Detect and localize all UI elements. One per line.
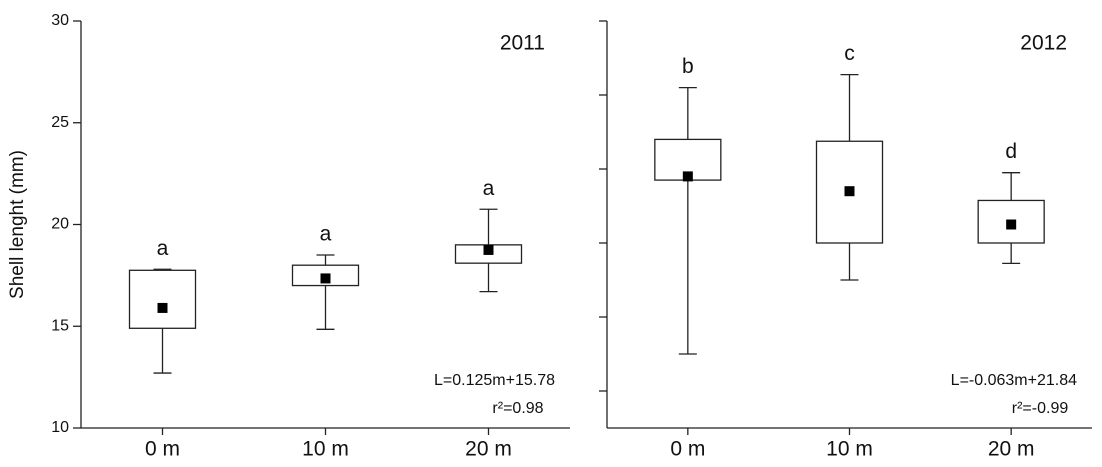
mean-marker [320,273,331,284]
mean-marker [844,186,855,197]
equation: L=0.125m+15.78 [434,372,555,389]
y-tick-label: 30 [51,12,69,29]
significance-letter: c [844,42,855,65]
y-tick-label: 10 [51,419,69,436]
x-tick-label: 0 m [145,438,180,461]
x-tick-label: 10 m [826,438,873,461]
panel-label: 2012 [1020,32,1067,55]
x-tick-label: 10 m [302,438,349,461]
significance-letter: b [682,55,694,78]
y-tick-label: 20 [51,216,69,233]
x-tick-label: 20 m [465,438,512,461]
y-axis-label: Shell lenght (mm) [7,150,28,299]
box [977,199,1045,244]
mean-marker [1006,219,1017,230]
y-tick-label: 15 [51,317,69,334]
mean-marker [157,302,168,313]
x-tick-label: 0 m [670,438,705,461]
significance-letter: a [157,237,169,260]
r-squared: r²=0.98 [492,400,543,417]
significance-letter: a [483,177,495,200]
equation: L=-0.063m+21.84 [951,372,1077,389]
box [128,269,197,329]
significance-letter: a [320,223,332,246]
x-tick-label: 20 m [988,438,1035,461]
significance-letter: d [1005,140,1017,163]
r-squared: r²=-0.99 [1012,400,1069,417]
y-tick-label: 25 [51,114,69,131]
panel-label: 2011 [500,32,545,55]
mean-marker [483,244,494,255]
mean-marker [682,171,693,182]
